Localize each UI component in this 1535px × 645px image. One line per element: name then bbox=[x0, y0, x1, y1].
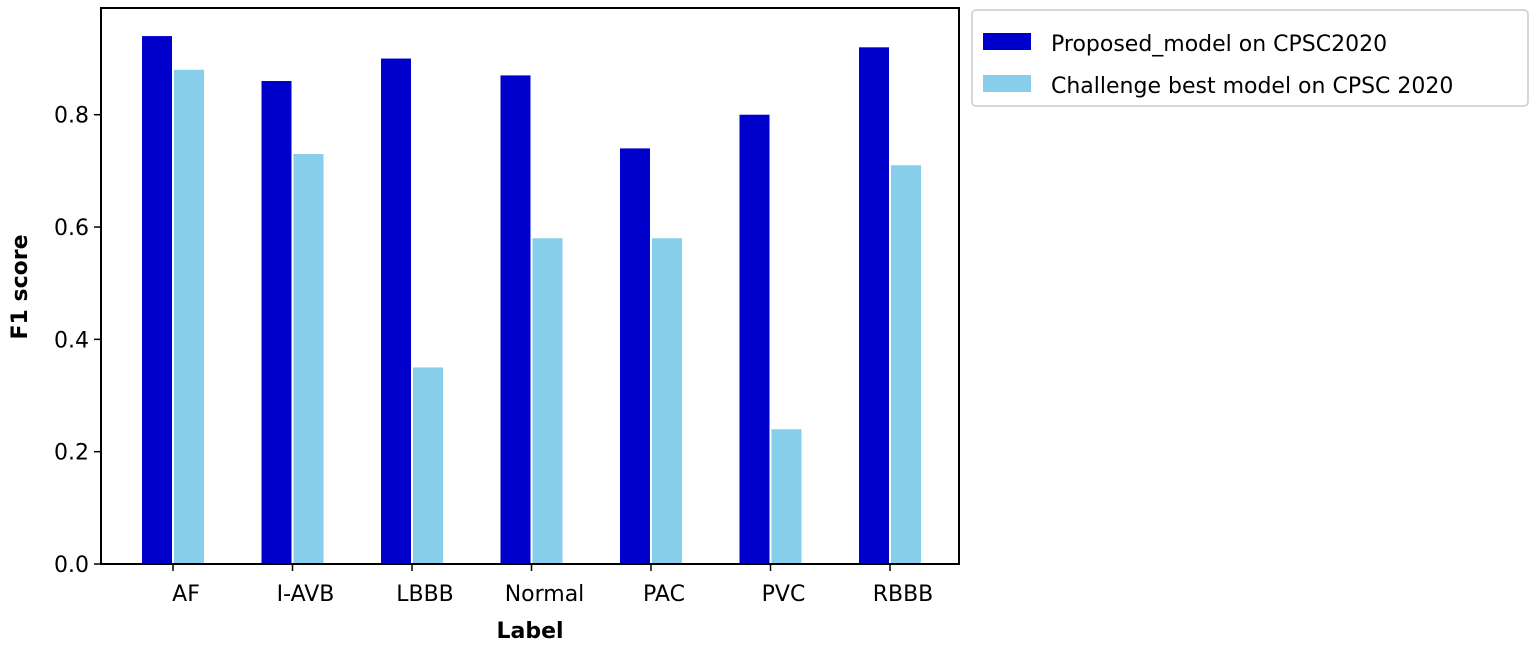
bar-rbbb-series-2 bbox=[891, 165, 921, 565]
legend-swatch-challenge-best-model bbox=[983, 75, 1031, 92]
y-axis-ticks: 0.0 0.2 0.4 0.6 0.8 bbox=[54, 104, 101, 578]
x-tick-label-lbbb: LBBB bbox=[396, 582, 454, 607]
plot-frame bbox=[100, 7, 960, 565]
x-tick-label-i-avb: I-AVB bbox=[277, 582, 335, 607]
x-tick-label-pvc: PVC bbox=[762, 582, 806, 607]
y-tick-label-0-6: 0.6 bbox=[54, 216, 89, 241]
bar-pvc-series-2 bbox=[771, 429, 802, 564]
legend-box bbox=[971, 9, 1529, 107]
x-axis-label: Label bbox=[496, 619, 563, 644]
x-axis-ticks: AF I-AVB LBBB Normal PAC PVC RBBB bbox=[172, 564, 933, 607]
legend-swatch-proposed-model bbox=[983, 33, 1031, 50]
bar-pac-series-1 bbox=[620, 148, 650, 564]
bar-rbbb-series-1 bbox=[859, 47, 889, 565]
legend-label-challenge-best-model: Challenge best model on CPSC 2020 bbox=[1051, 74, 1453, 99]
legend-label-proposed-model: Proposed_model on CPSC2020 bbox=[1051, 32, 1387, 57]
bar-i-avb-series-1 bbox=[261, 81, 292, 564]
x-tick-label-rbbb: RBBB bbox=[873, 582, 934, 607]
bars-group bbox=[142, 36, 921, 565]
x-tick-label-pac: PAC bbox=[643, 582, 685, 607]
bar-pac-series-2 bbox=[652, 238, 682, 564]
x-tick-label-normal: Normal bbox=[505, 582, 585, 607]
bar-af-series-1 bbox=[142, 36, 172, 564]
x-tick-label-af: AF bbox=[172, 582, 200, 607]
bar-normal-series-2 bbox=[532, 238, 563, 564]
bar-lbbb-series-2 bbox=[413, 367, 443, 564]
y-axis-label: F1 score bbox=[8, 234, 33, 339]
y-tick-label-0-0: 0.0 bbox=[54, 553, 89, 578]
bar-af-series-2 bbox=[174, 69, 204, 565]
bar-pvc-series-1 bbox=[739, 114, 770, 565]
bar-lbbb-series-1 bbox=[381, 58, 411, 564]
y-tick-label-0-2: 0.2 bbox=[54, 441, 89, 466]
y-tick-label-0-4: 0.4 bbox=[54, 328, 89, 353]
legend: Proposed_model on CPSC2020 Challenge bes… bbox=[971, 9, 1529, 107]
bar-normal-series-1 bbox=[500, 75, 531, 565]
y-tick-label-0-8: 0.8 bbox=[54, 104, 89, 129]
bar-i-avb-series-2 bbox=[293, 154, 324, 564]
